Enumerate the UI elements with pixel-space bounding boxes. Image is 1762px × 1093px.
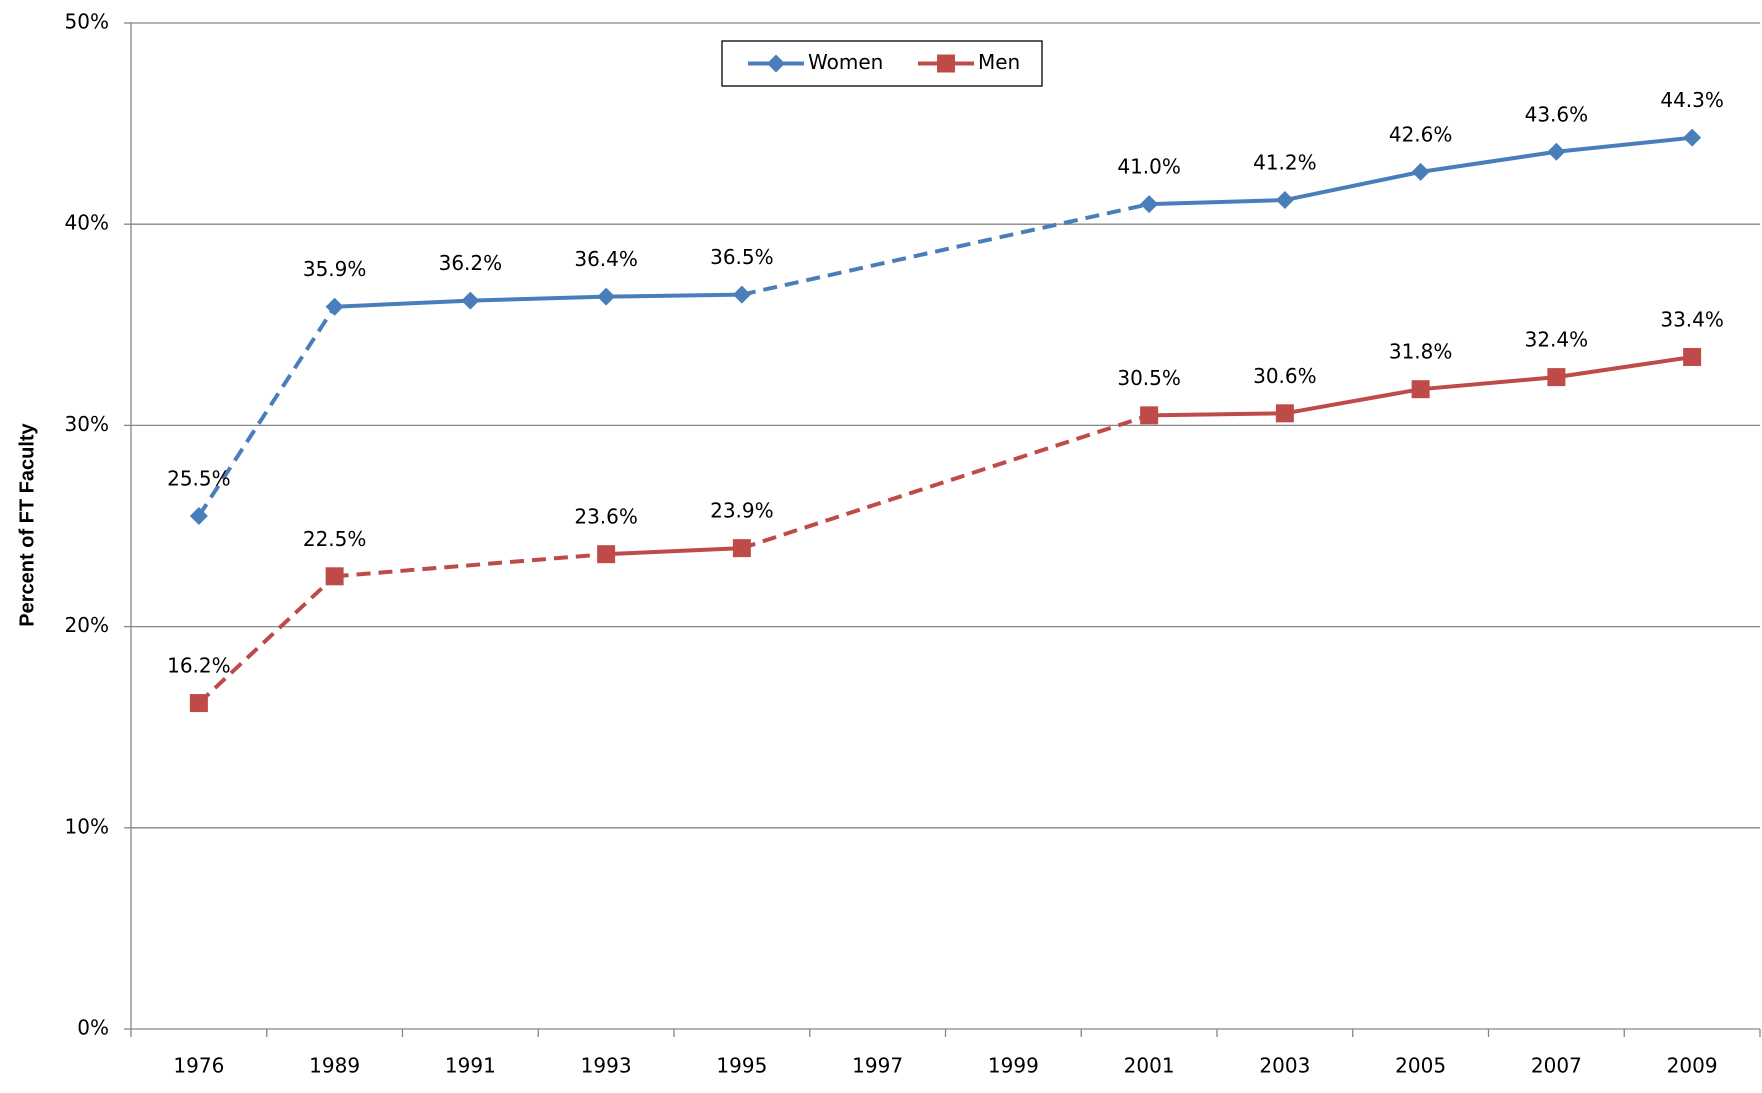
x-tick-label: 1993 <box>581 1054 632 1078</box>
point <box>1275 191 1294 210</box>
data-label: 16.2% <box>167 654 231 678</box>
data-label: 25.5% <box>167 466 231 490</box>
data-label: 35.9% <box>303 257 367 281</box>
point <box>597 287 616 306</box>
line-segment <box>741 413 1150 551</box>
point <box>1140 406 1159 425</box>
point <box>189 694 208 713</box>
y-tick-label: 20% <box>65 613 109 637</box>
data-label: 23.9% <box>710 499 774 523</box>
y-tick-label: 30% <box>65 412 109 436</box>
x-tick-label: 1995 <box>716 1054 767 1078</box>
x-tick-label: 1989 <box>309 1054 360 1078</box>
line-segment <box>1420 149 1557 174</box>
y-tick-label: 10% <box>65 814 109 838</box>
point <box>325 297 344 316</box>
x-tick-label: 2001 <box>1124 1054 1175 1078</box>
x-tick-label: 1991 <box>445 1054 496 1078</box>
legend-marker <box>767 54 785 73</box>
point <box>732 539 751 558</box>
point <box>189 506 208 525</box>
line-segment <box>1284 169 1422 203</box>
data-label: 32.4% <box>1525 328 1589 352</box>
data-label: 41.0% <box>1117 155 1181 179</box>
x-tick-label: 1997 <box>852 1054 903 1078</box>
legend-label: Men <box>978 50 1020 74</box>
data-label: 36.4% <box>574 247 638 271</box>
point <box>1547 368 1566 387</box>
x-tick-label: 2005 <box>1395 1054 1446 1078</box>
point <box>732 285 751 304</box>
y-tick-label: 0% <box>77 1016 109 1040</box>
line-segment <box>334 552 607 579</box>
line-segment <box>1149 411 1285 418</box>
line-segment <box>334 298 471 309</box>
line-segment <box>741 202 1150 297</box>
x-tick-label: 2003 <box>1259 1054 1310 1078</box>
legend-label: Women <box>808 50 883 74</box>
point <box>1275 404 1294 423</box>
x-tick-label: 2009 <box>1667 1054 1718 1078</box>
line-segment <box>1556 355 1693 380</box>
data-label: 43.6% <box>1525 102 1589 126</box>
line-segment <box>1149 198 1285 207</box>
data-label: 22.5% <box>303 527 367 551</box>
data-label: 44.3% <box>1660 88 1724 112</box>
legend-marker <box>937 54 955 73</box>
line-segment <box>606 546 742 557</box>
line-segment <box>1420 375 1557 392</box>
data-label: 30.5% <box>1117 366 1181 390</box>
line-segment <box>197 305 337 518</box>
data-label: 31.8% <box>1389 340 1453 364</box>
y-tick-label: 40% <box>65 211 109 235</box>
line-segment <box>606 292 742 299</box>
data-label: 36.2% <box>439 251 503 275</box>
data-label: 36.5% <box>710 245 774 269</box>
data-label: 23.6% <box>574 505 638 529</box>
line-segment <box>197 574 336 705</box>
line-segment <box>470 294 607 303</box>
point <box>1547 142 1566 161</box>
y-tick-label: 50% <box>65 10 109 34</box>
data-label: 42.6% <box>1389 122 1453 146</box>
x-tick-label: 1999 <box>988 1054 1039 1078</box>
line-segment <box>1556 135 1693 154</box>
point <box>325 567 344 586</box>
point <box>1140 195 1159 214</box>
x-tick-label: 2007 <box>1531 1054 1582 1078</box>
line-segment <box>1284 387 1421 416</box>
data-label: 41.2% <box>1253 151 1317 175</box>
point <box>461 291 480 310</box>
point <box>597 545 616 564</box>
y-axis-label: Percent of FT Faculty <box>16 422 38 626</box>
point <box>1411 162 1430 181</box>
x-tick-label: 1976 <box>173 1054 224 1078</box>
point <box>1411 380 1430 399</box>
point <box>1683 347 1702 366</box>
point <box>1683 128 1702 147</box>
data-label: 33.4% <box>1660 307 1724 331</box>
data-label: 30.6% <box>1253 364 1317 388</box>
